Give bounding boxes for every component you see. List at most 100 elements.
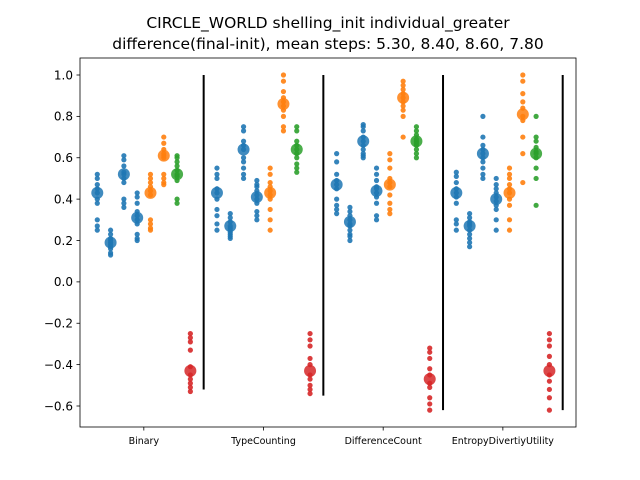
data-point — [533, 175, 539, 182]
mean-marker — [237, 143, 250, 156]
data-point — [453, 227, 459, 233]
data-point — [161, 134, 167, 140]
data-point — [427, 349, 433, 355]
data-point — [334, 151, 340, 157]
data-point — [240, 124, 247, 130]
data-point — [307, 390, 313, 397]
data-point — [334, 159, 340, 165]
data-point — [94, 182, 100, 188]
data-point — [520, 78, 526, 84]
data-point — [373, 171, 380, 177]
data-point — [267, 217, 273, 223]
data-point — [520, 72, 526, 78]
data-point — [187, 376, 193, 382]
data-point — [307, 376, 313, 382]
data-point — [214, 206, 220, 213]
data-point — [400, 78, 406, 84]
data-point — [267, 165, 273, 171]
mean-marker — [397, 91, 410, 104]
data-point — [373, 165, 380, 171]
y-tick-label: 0.6 — [54, 151, 73, 165]
mean-marker — [264, 186, 277, 199]
data-point — [427, 345, 433, 351]
data-point — [427, 384, 433, 390]
data-point — [214, 221, 220, 227]
data-point — [254, 177, 260, 184]
data-point — [533, 113, 539, 119]
data-point — [134, 237, 140, 244]
data-point — [387, 200, 393, 206]
data-point — [134, 190, 140, 196]
data-point — [533, 138, 539, 144]
data-point — [347, 227, 353, 233]
data-point — [400, 134, 406, 140]
data-point — [147, 175, 154, 182]
data-point — [506, 202, 513, 208]
data-point — [267, 171, 273, 177]
data-point — [413, 151, 420, 157]
data-point — [546, 353, 553, 359]
data-point — [254, 213, 260, 219]
data-point — [387, 165, 393, 171]
data-point — [267, 227, 273, 233]
data-point — [267, 206, 273, 213]
data-point — [121, 179, 127, 186]
data-point — [387, 151, 393, 157]
data-point — [94, 175, 100, 182]
data-point — [373, 213, 380, 219]
data-point — [227, 215, 233, 221]
data-point — [520, 91, 526, 97]
mean-marker — [210, 186, 223, 199]
data-point — [174, 163, 180, 169]
data-point — [546, 343, 553, 349]
mean-marker — [250, 191, 263, 204]
data-point — [280, 113, 287, 119]
data-point — [174, 200, 180, 206]
mean-marker — [117, 168, 130, 181]
x-tick-label: TypeCounting — [230, 436, 296, 447]
mean-marker — [503, 186, 516, 199]
data-point — [546, 337, 553, 343]
data-point — [134, 200, 140, 206]
data-point — [413, 155, 420, 161]
data-point — [147, 217, 154, 223]
data-point — [493, 182, 499, 188]
data-point — [520, 179, 526, 186]
data-point — [360, 124, 366, 130]
data-point — [413, 124, 420, 130]
data-point — [240, 165, 247, 171]
mean-marker — [157, 149, 170, 162]
data-point — [334, 211, 340, 217]
data-point — [533, 165, 539, 171]
mean-marker — [171, 168, 184, 181]
data-point — [546, 407, 553, 413]
data-point — [506, 182, 513, 188]
mean-marker — [104, 236, 117, 249]
data-point — [121, 157, 127, 163]
data-point — [347, 204, 353, 210]
data-point — [373, 177, 380, 184]
mean-marker — [144, 186, 157, 199]
data-point — [480, 142, 486, 148]
data-point — [546, 378, 553, 384]
data-point — [121, 204, 127, 210]
mean-marker — [423, 373, 436, 386]
data-point — [161, 175, 167, 182]
data-point — [427, 401, 433, 407]
data-point — [307, 382, 313, 388]
data-point — [506, 175, 513, 182]
data-point — [334, 202, 340, 208]
mean-marker — [343, 215, 356, 228]
mean-marker — [463, 220, 476, 233]
x-tick-label: EntropyDivertiyUtility — [452, 436, 555, 447]
data-point — [240, 138, 247, 144]
y-tick-label: 1.0 — [54, 68, 73, 82]
data-point — [187, 380, 193, 386]
data-point — [400, 113, 406, 119]
x-tick-label: DifferenceCount — [345, 436, 422, 447]
data-point — [493, 175, 499, 182]
data-point — [373, 200, 380, 206]
data-point — [307, 330, 313, 337]
data-point — [480, 113, 486, 119]
data-point — [187, 384, 193, 390]
